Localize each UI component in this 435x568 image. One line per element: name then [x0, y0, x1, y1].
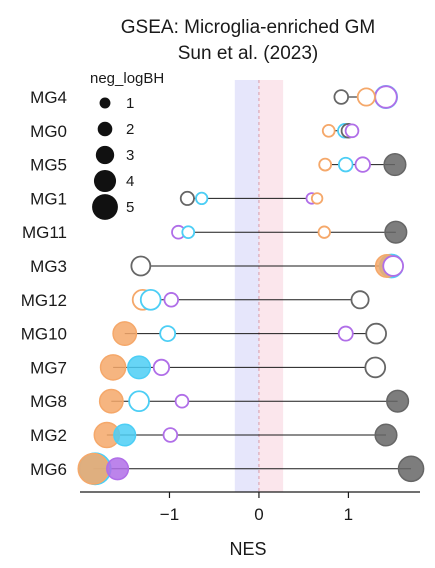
y-label-mg6: MG6 — [30, 460, 67, 479]
point-mg8-orange — [98, 388, 124, 414]
point-mg10-purple — [337, 325, 354, 342]
point-mg4-grey — [333, 89, 350, 105]
point-mg12-cyan — [139, 288, 162, 311]
point-mg8-cyan — [128, 390, 150, 413]
lollipop-stems — [93, 96, 412, 470]
point-mg2-purple — [162, 427, 179, 443]
data-points — [77, 85, 425, 486]
point-mg5-grey — [383, 153, 407, 177]
legend-title: neg_logBH — [90, 70, 164, 87]
x-tick-label-1: 1 — [344, 505, 353, 524]
point-mg6-orange — [77, 452, 110, 485]
point-mg7-cyan — [127, 355, 152, 380]
chart-subtitle: Sun et al. (2023) — [178, 43, 318, 64]
point-mg12-purple — [163, 292, 180, 308]
point-mg7-purple — [152, 358, 171, 377]
y-label-mg4: MG4 — [30, 88, 67, 107]
point-mg5-purple — [354, 156, 371, 173]
point-mg1-grey — [179, 190, 195, 206]
chart-title: GSEA: Microglia-enriched GM — [121, 17, 375, 38]
point-mg8-grey — [386, 389, 410, 413]
legend-label-5: 5 — [126, 199, 134, 216]
point-mg10-orange — [112, 321, 138, 347]
legend-label-4: 4 — [126, 173, 134, 190]
point-mg5-cyan — [337, 156, 354, 173]
size-legend: neg_logBH 1 2 3 4 5 — [90, 70, 164, 220]
y-label-mg12: MG12 — [21, 291, 67, 310]
point-mg8-purple — [174, 393, 190, 409]
point-mg7-grey — [364, 356, 387, 379]
point-mg11-grey — [384, 220, 408, 244]
y-label-mg8: MG8 — [30, 392, 67, 411]
x-axis-title: NES — [229, 539, 266, 559]
legend-marker-2 — [97, 121, 113, 137]
x-axis: −1 0 1 — [80, 491, 420, 524]
legend-marker-5 — [92, 194, 118, 220]
y-label-mg11: MG11 — [22, 223, 67, 242]
point-mg6-grey — [397, 455, 425, 483]
point-mg5-orange — [318, 157, 333, 172]
point-mg3-purple — [382, 255, 404, 277]
legend-marker-1 — [99, 97, 111, 109]
negative-band — [234, 80, 259, 492]
point-mg0-purple — [344, 123, 360, 139]
x-tick-label--1: −1 — [160, 505, 179, 524]
legend-marker-4 — [93, 169, 117, 193]
shaded-bands — [234, 80, 284, 492]
y-label-mg7: MG7 — [30, 358, 67, 377]
point-mg12-grey — [350, 290, 370, 310]
point-mg2-cyan — [113, 423, 137, 447]
legend-label-1: 1 — [126, 95, 134, 112]
point-mg1-orange — [310, 192, 324, 205]
y-label-mg0: MG0 — [30, 122, 67, 141]
y-axis-labels: MG4 MG0 MG5 MG1 MG11 MG3 MG12 MG10 MG7 MG8 MG2 MG6 — [21, 88, 67, 479]
y-label-mg2: MG2 — [30, 426, 67, 445]
point-mg11-cyan — [181, 225, 196, 240]
point-mg1-cyan — [195, 191, 209, 206]
y-label-mg1: MG1 — [30, 189, 67, 208]
y-label-mg10: MG10 — [21, 325, 67, 344]
legend-marker-3 — [95, 145, 115, 165]
point-mg4-orange — [356, 87, 376, 107]
point-mg4-purple — [374, 85, 398, 109]
point-mg10-cyan — [159, 325, 177, 343]
legend-label-3: 3 — [126, 147, 134, 164]
point-mg0-orange — [321, 123, 336, 138]
point-mg6-purple — [106, 457, 130, 481]
y-label-mg3: MG3 — [30, 257, 67, 276]
point-mg2-grey — [374, 423, 398, 447]
legend-label-2: 2 — [126, 121, 134, 138]
point-mg3-grey — [130, 255, 152, 277]
positive-band — [258, 80, 284, 492]
point-mg10-grey — [365, 322, 387, 345]
point-mg11-orange — [317, 225, 331, 239]
x-tick-label-0: 0 — [254, 505, 263, 524]
point-mg7-orange — [99, 354, 127, 381]
y-label-mg5: MG5 — [30, 156, 67, 175]
